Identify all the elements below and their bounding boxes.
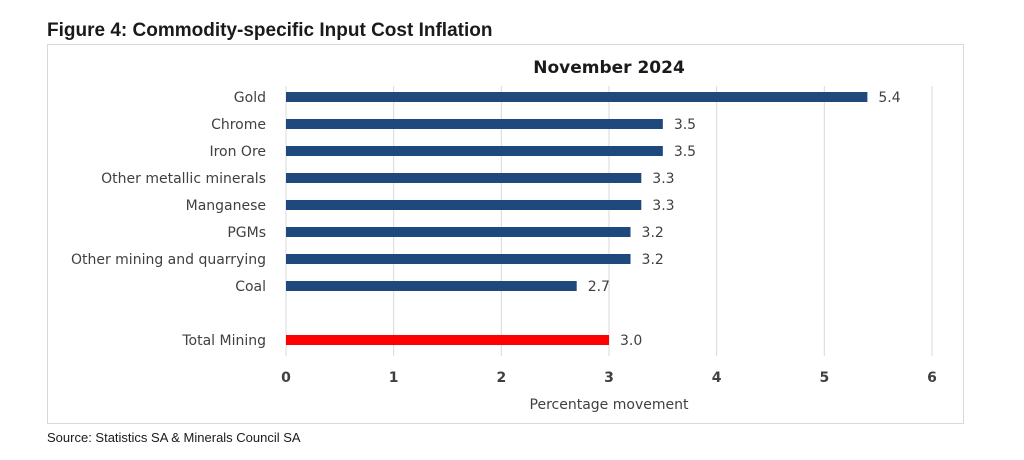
category-label: Total Mining	[181, 333, 266, 349]
category-label: Chrome	[211, 117, 266, 133]
data-label: 3.2	[642, 252, 664, 268]
bar	[286, 281, 577, 291]
x-tick-label: 0	[281, 370, 291, 386]
bar	[286, 92, 868, 102]
x-tick-label: 6	[927, 370, 937, 386]
bar	[286, 335, 609, 345]
x-tick-label: 4	[712, 370, 722, 386]
figure-title: Figure 4: Commodity-specific Input Cost …	[47, 20, 493, 41]
source-note: Source: Statistics SA & Minerals Council…	[47, 430, 301, 445]
data-label: 3.2	[642, 225, 664, 241]
data-label: 3.5	[674, 144, 696, 160]
category-label: Other metallic minerals	[101, 171, 266, 187]
x-tick-label: 1	[389, 370, 399, 386]
data-label: 2.7	[588, 279, 610, 295]
data-label: 5.4	[878, 90, 900, 106]
category-label: Manganese	[186, 198, 266, 214]
category-label: Iron Ore	[209, 144, 266, 160]
bar	[286, 146, 663, 156]
x-axis-label: Percentage movement	[530, 397, 689, 413]
data-label: 3.3	[652, 171, 674, 187]
x-tick-label: 3	[604, 370, 614, 386]
x-tick-label: 5	[819, 370, 829, 386]
data-label: 3.5	[674, 117, 696, 133]
data-label: 3.0	[620, 333, 642, 349]
bar	[286, 200, 642, 210]
data-label: 3.3	[652, 198, 674, 214]
bar	[286, 254, 631, 264]
category-label: Coal	[235, 279, 266, 295]
category-label: Other mining and quarrying	[71, 252, 266, 268]
category-label: Gold	[234, 90, 266, 106]
category-label: PGMs	[227, 225, 266, 241]
bar	[286, 119, 663, 129]
bar	[286, 173, 642, 183]
x-tick-label: 2	[496, 370, 506, 386]
chart-title: November 2024	[533, 58, 685, 78]
bar	[286, 227, 631, 237]
chart-area	[47, 44, 964, 424]
